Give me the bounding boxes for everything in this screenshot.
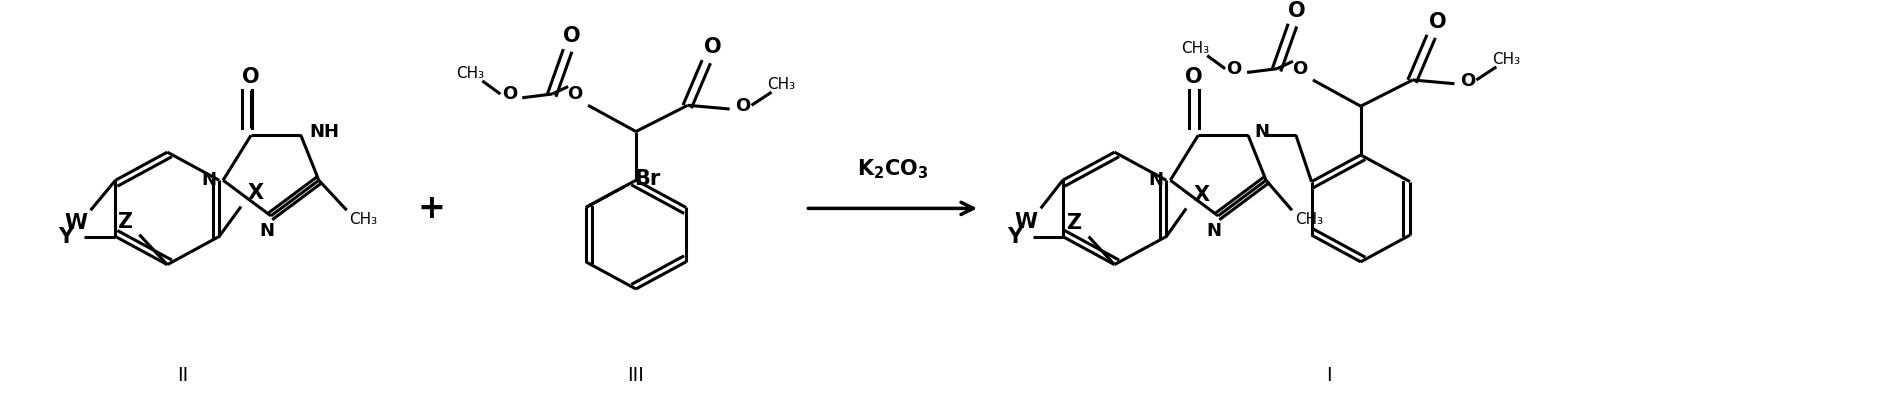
Text: W: W — [1015, 211, 1037, 231]
Text: O: O — [1186, 67, 1203, 87]
Text: O: O — [562, 26, 581, 46]
Text: CH₃: CH₃ — [768, 77, 796, 92]
Text: Z: Z — [1066, 213, 1081, 233]
Text: N: N — [1150, 171, 1165, 189]
Text: CH₃: CH₃ — [1492, 52, 1520, 67]
Text: I: I — [1326, 366, 1332, 385]
Text: X: X — [1193, 185, 1208, 205]
Text: III: III — [627, 366, 644, 385]
Text: O: O — [735, 97, 751, 115]
Text: Y: Y — [1007, 226, 1022, 246]
Text: O: O — [502, 85, 517, 103]
Text: Y: Y — [59, 226, 74, 246]
Text: CH₃: CH₃ — [456, 66, 484, 81]
Text: Z: Z — [118, 211, 131, 231]
Text: O: O — [1459, 72, 1474, 90]
Text: CH₃: CH₃ — [1182, 40, 1208, 55]
Text: O: O — [1227, 60, 1243, 78]
Text: NH: NH — [310, 124, 340, 142]
Text: O: O — [568, 85, 583, 103]
Text: +: + — [418, 192, 445, 225]
Text: O: O — [703, 37, 722, 57]
Text: N: N — [1206, 222, 1222, 240]
Text: CH₃: CH₃ — [350, 212, 378, 227]
Text: W: W — [65, 213, 87, 233]
Text: X: X — [247, 183, 264, 203]
Text: N: N — [1254, 124, 1269, 142]
Text: CH₃: CH₃ — [1294, 212, 1322, 227]
Text: N: N — [260, 222, 274, 240]
Text: II: II — [177, 366, 188, 385]
Text: O: O — [1288, 0, 1305, 20]
Text: O: O — [1429, 12, 1446, 32]
Text: N: N — [201, 171, 217, 189]
Text: Br: Br — [635, 169, 661, 189]
Text: O: O — [1292, 60, 1307, 78]
Text: $\mathbf{K_2CO_3}$: $\mathbf{K_2CO_3}$ — [857, 157, 929, 181]
Text: O: O — [241, 67, 260, 87]
